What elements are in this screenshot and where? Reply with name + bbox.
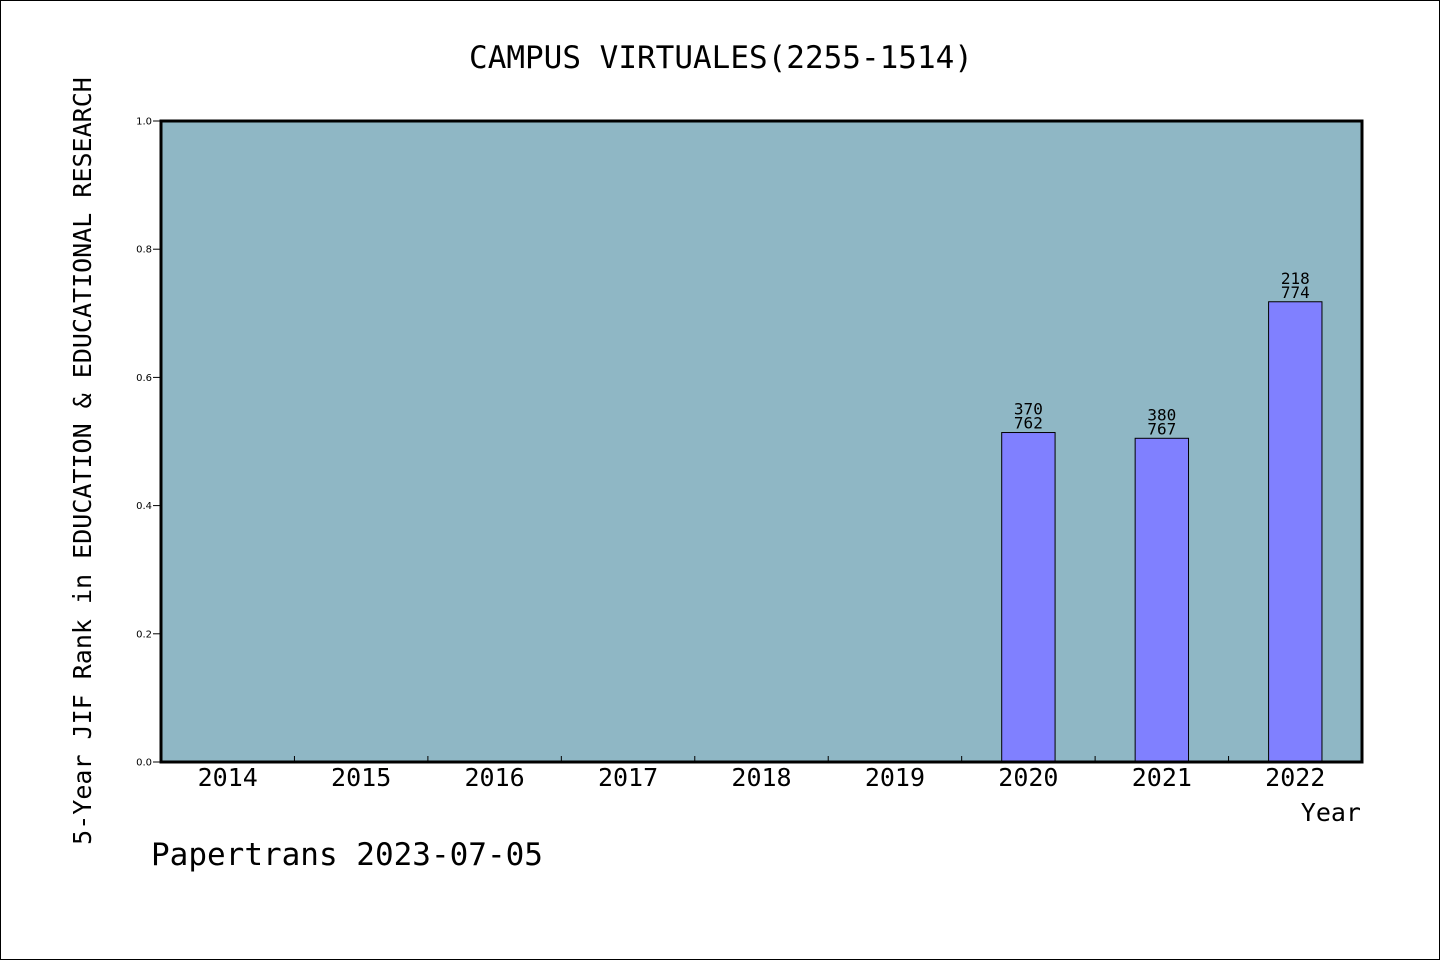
- y-tick-label: 0.8: [136, 245, 152, 256]
- bar-rank-label: 218: [1281, 269, 1310, 288]
- x-tick-label: 2014: [198, 763, 258, 792]
- bar-rank-label: 380: [1147, 405, 1176, 424]
- x-tick-label: 2022: [1265, 763, 1325, 792]
- bar-total-label: 767: [1147, 419, 1176, 438]
- y-tick-label: 1.0: [136, 117, 152, 128]
- bar-2020: [1001, 432, 1056, 763]
- bar-2021: [1134, 437, 1190, 763]
- plot-border: [159, 119, 1364, 764]
- y-axis-label: 5-Year JIF Rank in EDUCATION & EDUCATION…: [68, 77, 97, 845]
- bar-2022: [1268, 301, 1323, 763]
- bar-rank-label: 370: [1014, 400, 1043, 419]
- chart-title: CAMPUS VIRTUALES(2255-1514): [469, 40, 973, 76]
- bar-total-label: 774: [1281, 283, 1310, 302]
- x-tick-label: 2018: [731, 763, 791, 792]
- x-tick-label: 2020: [998, 763, 1058, 792]
- bar-total-label: 762: [1014, 414, 1043, 433]
- y-tick-label: 0.4: [136, 501, 152, 512]
- x-tick-label: 2017: [598, 763, 658, 792]
- y-axis: 0.0 0.2 0.4 0.6 0.8 1.0: [136, 117, 161, 769]
- x-tick-label: 2021: [1132, 763, 1192, 792]
- y-tick-label: 0.6: [136, 373, 152, 384]
- y-tick-label: 0.0: [136, 758, 152, 769]
- x-tick-label: 2016: [465, 763, 525, 792]
- x-axis-label: Year: [1301, 798, 1361, 827]
- x-tick-label: 2019: [865, 763, 925, 792]
- footer-credit: Papertrans 2023-07-05: [151, 837, 543, 873]
- x-tick-label: 2015: [331, 763, 391, 792]
- y-tick-label: 0.2: [136, 629, 152, 640]
- x-axis: 2014 2015 2016 2017 2018 2019 2020 2021 2022: [198, 756, 1325, 792]
